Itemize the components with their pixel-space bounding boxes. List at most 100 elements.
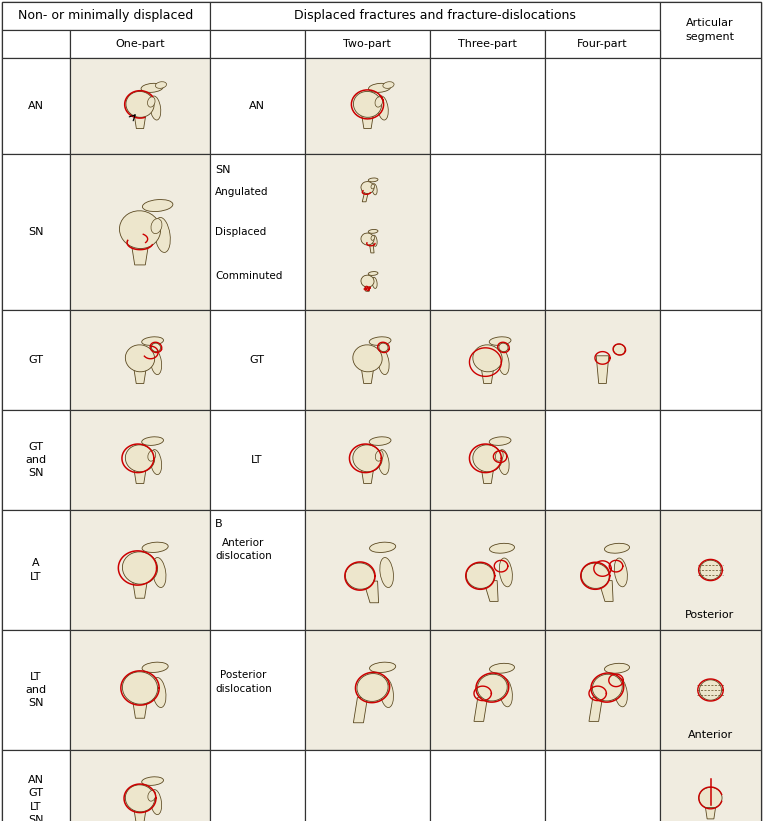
Ellipse shape: [357, 673, 388, 701]
Ellipse shape: [371, 184, 375, 189]
Text: Comminuted: Comminuted: [215, 271, 282, 281]
Bar: [210, 154, 305, 310]
Ellipse shape: [614, 558, 627, 587]
Bar: [660, 410, 761, 510]
Ellipse shape: [142, 437, 163, 445]
Bar: [660, 630, 761, 750]
Polygon shape: [362, 191, 369, 202]
Bar: [660, 750, 761, 821]
Bar: [305, 510, 430, 630]
Text: Three-part: Three-part: [458, 39, 517, 49]
Text: A
LT: A LT: [31, 558, 42, 581]
Polygon shape: [599, 580, 613, 602]
Ellipse shape: [371, 236, 375, 241]
Bar: [70, 58, 210, 154]
Ellipse shape: [369, 663, 396, 672]
Bar: [660, 2, 761, 58]
Ellipse shape: [369, 272, 378, 275]
Bar: [545, 750, 660, 821]
Bar: [430, 750, 545, 821]
Ellipse shape: [499, 343, 508, 351]
Ellipse shape: [147, 97, 155, 107]
Polygon shape: [474, 697, 488, 722]
Ellipse shape: [375, 451, 383, 461]
Ellipse shape: [150, 790, 162, 814]
Ellipse shape: [372, 277, 377, 288]
Polygon shape: [481, 468, 494, 484]
Ellipse shape: [150, 350, 162, 374]
Ellipse shape: [142, 777, 163, 786]
Bar: [660, 154, 761, 310]
Ellipse shape: [369, 229, 378, 233]
Polygon shape: [133, 699, 147, 718]
Text: GT: GT: [28, 355, 43, 365]
Bar: [660, 310, 761, 410]
Bar: [430, 510, 545, 630]
Bar: [430, 30, 545, 58]
Ellipse shape: [150, 450, 162, 475]
Bar: [70, 630, 210, 750]
Ellipse shape: [125, 345, 155, 372]
Ellipse shape: [142, 663, 168, 672]
Bar: [430, 630, 545, 750]
Ellipse shape: [495, 451, 503, 461]
Bar: [2, 510, 70, 630]
Bar: [2, 2, 210, 30]
Ellipse shape: [490, 544, 514, 553]
Bar: [430, 410, 545, 510]
Ellipse shape: [375, 97, 382, 107]
Polygon shape: [131, 242, 149, 265]
Bar: [545, 58, 660, 154]
Ellipse shape: [346, 563, 375, 589]
Ellipse shape: [699, 787, 722, 809]
Text: B: B: [215, 519, 223, 529]
Bar: [545, 510, 660, 630]
Ellipse shape: [499, 678, 513, 707]
Text: Non- or minimally displaced: Non- or minimally displaced: [18, 10, 194, 22]
Ellipse shape: [151, 218, 162, 234]
Bar: [70, 310, 210, 410]
Text: Posterior: Posterior: [685, 610, 735, 620]
Bar: [305, 750, 430, 821]
Ellipse shape: [613, 344, 625, 355]
Ellipse shape: [361, 233, 374, 245]
Text: Four-part: Four-part: [577, 39, 627, 49]
Polygon shape: [353, 698, 368, 722]
Text: SN: SN: [28, 227, 43, 237]
Bar: [210, 750, 305, 821]
Bar: [2, 154, 70, 310]
Ellipse shape: [126, 91, 154, 117]
Ellipse shape: [148, 451, 156, 461]
Polygon shape: [365, 285, 370, 291]
Bar: [305, 630, 430, 750]
Text: Articular
segment: Articular segment: [685, 18, 735, 42]
Text: AN: AN: [249, 101, 265, 111]
Bar: [210, 2, 660, 30]
Bar: [210, 310, 305, 410]
Ellipse shape: [125, 785, 155, 812]
Text: One-part: One-part: [115, 39, 165, 49]
Polygon shape: [361, 468, 374, 484]
Bar: [305, 410, 430, 510]
Bar: [70, 510, 210, 630]
Ellipse shape: [353, 345, 382, 372]
Bar: [2, 310, 70, 410]
Bar: [2, 630, 70, 750]
Text: GT
and
SN: GT and SN: [25, 442, 47, 478]
Ellipse shape: [148, 791, 156, 801]
Text: Angulated: Angulated: [215, 187, 269, 197]
Polygon shape: [134, 808, 146, 821]
Ellipse shape: [497, 350, 509, 374]
Text: LT: LT: [251, 455, 262, 465]
Bar: [70, 750, 210, 821]
Ellipse shape: [379, 343, 388, 351]
Ellipse shape: [125, 445, 155, 472]
Ellipse shape: [120, 211, 160, 249]
Ellipse shape: [361, 275, 374, 287]
Polygon shape: [133, 579, 147, 599]
Ellipse shape: [380, 557, 394, 588]
Bar: [70, 410, 210, 510]
Bar: [305, 58, 430, 154]
Ellipse shape: [378, 450, 389, 475]
Ellipse shape: [378, 96, 388, 120]
